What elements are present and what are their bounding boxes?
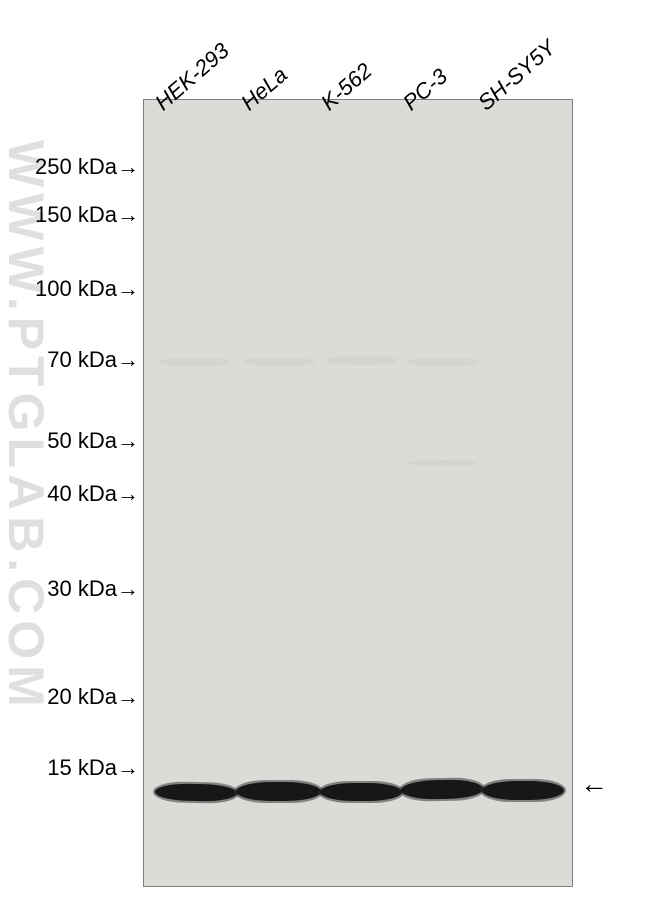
faint-band (160, 358, 230, 366)
marker-label: 100 kDa→ (0, 276, 139, 302)
arrow-right-icon: → (117, 684, 139, 710)
figure-container: WWW.PTGLAB.COM HEK-293HeLaK-562PC-3SH-SY… (0, 0, 650, 903)
membrane-noise (144, 100, 572, 886)
marker-label: 20 kDa→ (0, 684, 139, 710)
marker-text: 30 kDa (47, 576, 117, 601)
faint-band (244, 358, 314, 366)
arrow-right-icon: → (117, 481, 139, 507)
marker-text: 250 kDa (35, 154, 117, 179)
arrow-right-icon: → (117, 154, 139, 180)
marker-text: 150 kDa (35, 202, 117, 227)
marker-text: 70 kDa (47, 347, 117, 372)
faint-band (326, 356, 396, 365)
marker-text: 100 kDa (35, 276, 117, 301)
marker-label: 30 kDa→ (0, 576, 139, 602)
arrow-right-icon: → (117, 428, 139, 454)
arrow-right-icon: → (117, 276, 139, 302)
arrow-right-icon: → (117, 202, 139, 228)
blot-membrane (143, 99, 573, 887)
arrow-right-icon: → (117, 347, 139, 373)
band-indicator-arrow: ← (580, 768, 608, 800)
protein-band (320, 783, 402, 801)
arrow-right-icon: → (117, 755, 139, 781)
marker-text: 40 kDa (47, 481, 117, 506)
marker-label: 150 kDa→ (0, 202, 139, 228)
marker-label: 250 kDa→ (0, 154, 139, 180)
marker-label: 50 kDa→ (0, 428, 139, 454)
marker-text: 15 kDa (47, 755, 117, 780)
protein-band (482, 781, 564, 800)
marker-text: 50 kDa (47, 428, 117, 453)
marker-label: 70 kDa→ (0, 347, 139, 373)
faint-band (408, 460, 478, 466)
faint-band (408, 358, 478, 366)
marker-label: 15 kDa→ (0, 755, 139, 781)
marker-text: 20 kDa (47, 684, 117, 709)
arrow-right-icon: → (117, 576, 139, 602)
protein-band (236, 782, 321, 801)
marker-label: 40 kDa→ (0, 481, 139, 507)
